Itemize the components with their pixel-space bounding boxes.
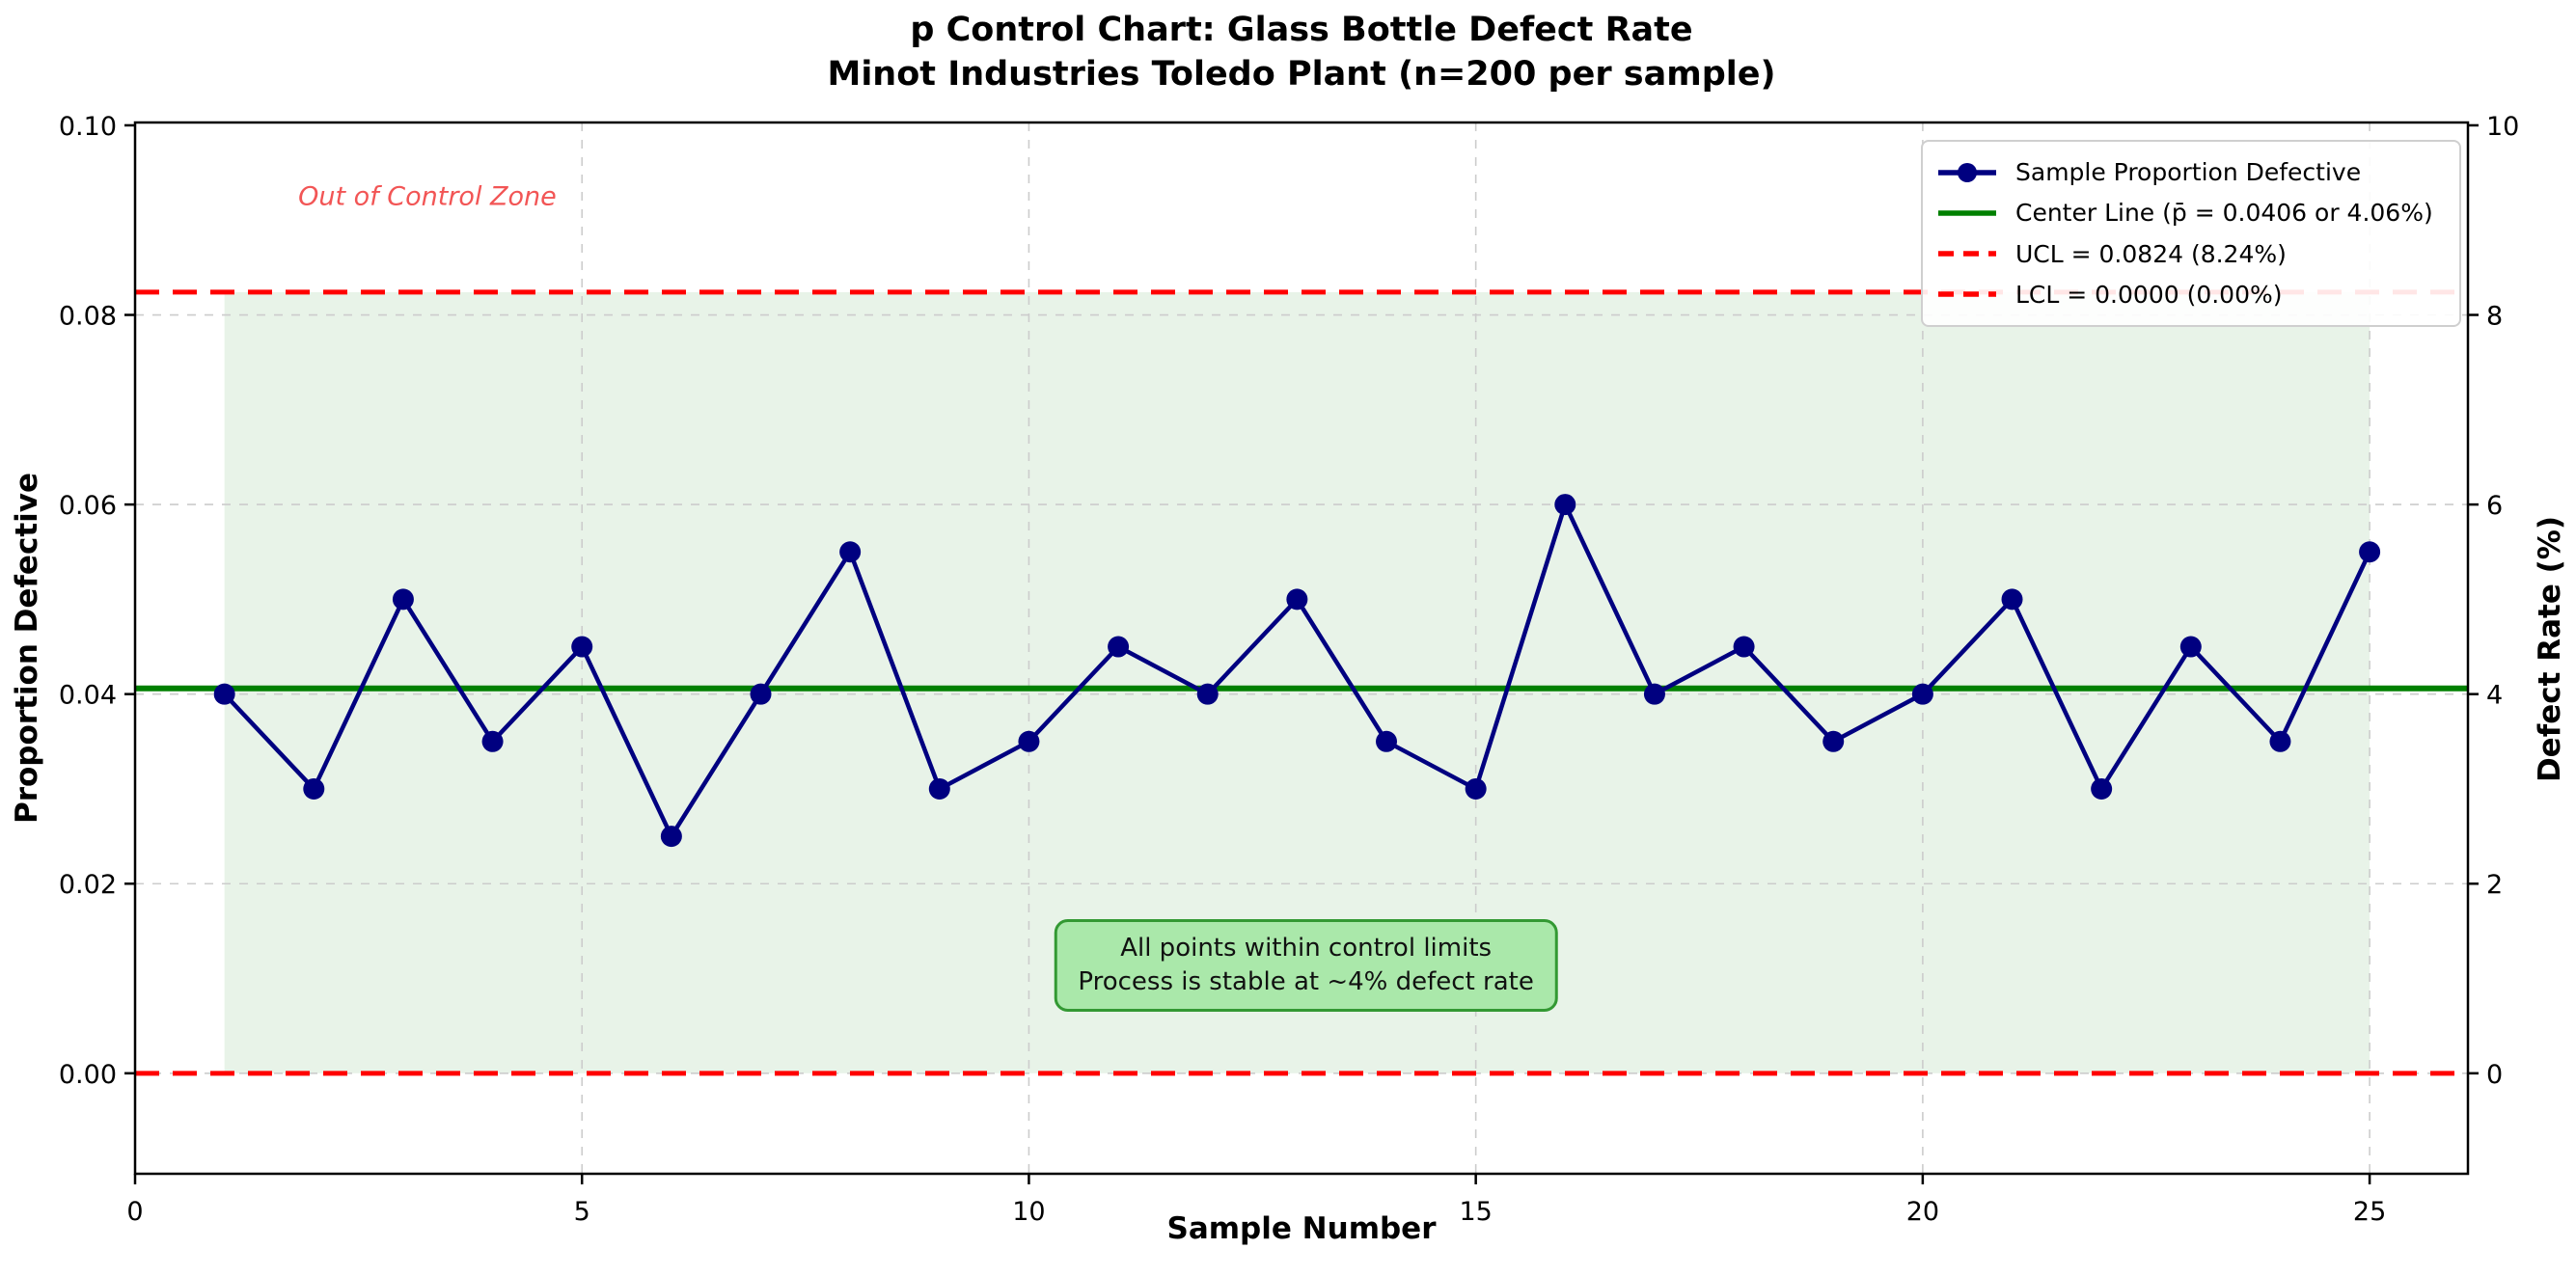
legend-center-line-icon [1938,210,1996,216]
y-tick-label-right: 10 [2486,112,2519,142]
legend-series-line-icon [1938,162,1996,182]
legend-item-lcl: LCL = 0.0000 (0.00%) [1936,281,2446,309]
annotation-stability-note-line: Process is stable at ~4% defect rate [1078,966,1534,996]
annotation-stability-note-line: All points within control limits [1120,933,1493,963]
legend-label-lcl: LCL = 0.0000 (0.00%) [2015,280,2283,309]
data-point [1196,683,1219,705]
data-point [1911,683,1933,705]
x-tick-label: 15 [1459,1197,1492,1227]
data-point [2091,777,2113,800]
data-point [213,683,235,705]
annotation-stability-note: All points within control limits Process … [1054,918,1558,1012]
data-point [481,730,504,752]
x-tick-label: 25 [2353,1197,2386,1227]
chart-title-line1: p Control Chart: Glass Bottle Defect Rat… [910,11,1693,49]
x-tick-label: 0 [126,1197,143,1227]
data-point [392,588,414,611]
y-tick-label-right: 0 [2486,1060,2503,1090]
data-point [1376,730,1398,752]
data-point [1822,730,1845,752]
data-point [1018,730,1040,752]
x-tick-label: 5 [574,1197,590,1227]
x-tick-label: 10 [1012,1197,1045,1227]
annotation-out-of-control-zone: Out of Control Zone [298,181,557,212]
y-axis-label-left: Proportion Defective [10,472,44,825]
legend: Sample Proportion Defective Center Line (… [1921,140,2461,327]
x-tick-label: 20 [1906,1197,1939,1227]
chart-title-line2: Minot Industries Toledo Plant (n=200 per… [827,55,1776,94]
legend-item-series: Sample Proportion Defective [1936,158,2446,186]
y-tick-label-right: 4 [2486,681,2503,711]
legend-item-center: Center Line (p̄ = 0.0406 or 4.06%) [1936,199,2446,227]
data-point [750,683,772,705]
x-axis-label: Sample Number [1166,1211,1437,1246]
data-point [1733,636,1755,658]
data-point [839,541,862,563]
data-point [1286,588,1308,611]
y-tick-label-left: 0.08 [59,302,117,332]
y-tick-label-left: 0.06 [59,491,117,521]
legend-lcl-line-icon [1938,291,1996,297]
legend-marker-icon [1958,162,1977,182]
data-point [660,826,682,848]
data-point [2001,588,2023,611]
chart-title: p Control Chart: Glass Bottle Defect Rat… [135,8,2468,96]
y-tick-label-left: 0.00 [59,1060,117,1090]
data-point [1108,636,1130,658]
data-point [303,777,325,800]
y-tick-label-right: 8 [2486,302,2503,332]
data-point [571,636,593,658]
data-point [2179,636,2202,658]
legend-item-ucl: UCL = 0.0824 (8.24%) [1936,240,2446,268]
legend-label-ucl: UCL = 0.0824 (8.24%) [2015,239,2287,268]
y-axis-label-right: Defect Rate (%) [2533,515,2567,783]
y-tick-label-right: 6 [2486,491,2503,521]
y-tick-label-left: 0.04 [59,681,117,711]
legend-label-center: Center Line (p̄ = 0.0406 or 4.06%) [2015,199,2433,228]
legend-label-series: Sample Proportion Defective [2015,158,2362,187]
y-tick-label-left: 0.10 [59,112,117,142]
data-point [1554,494,1576,516]
plot-frame [133,121,2470,1176]
y-tick-label-right: 2 [2486,870,2503,900]
data-point [2359,541,2381,563]
y-tick-label-left: 0.02 [59,870,117,900]
data-point [1643,683,1665,705]
data-point [2269,730,2291,752]
data-point [928,777,950,800]
legend-ucl-line-icon [1938,251,1996,257]
data-point [1465,777,1487,800]
